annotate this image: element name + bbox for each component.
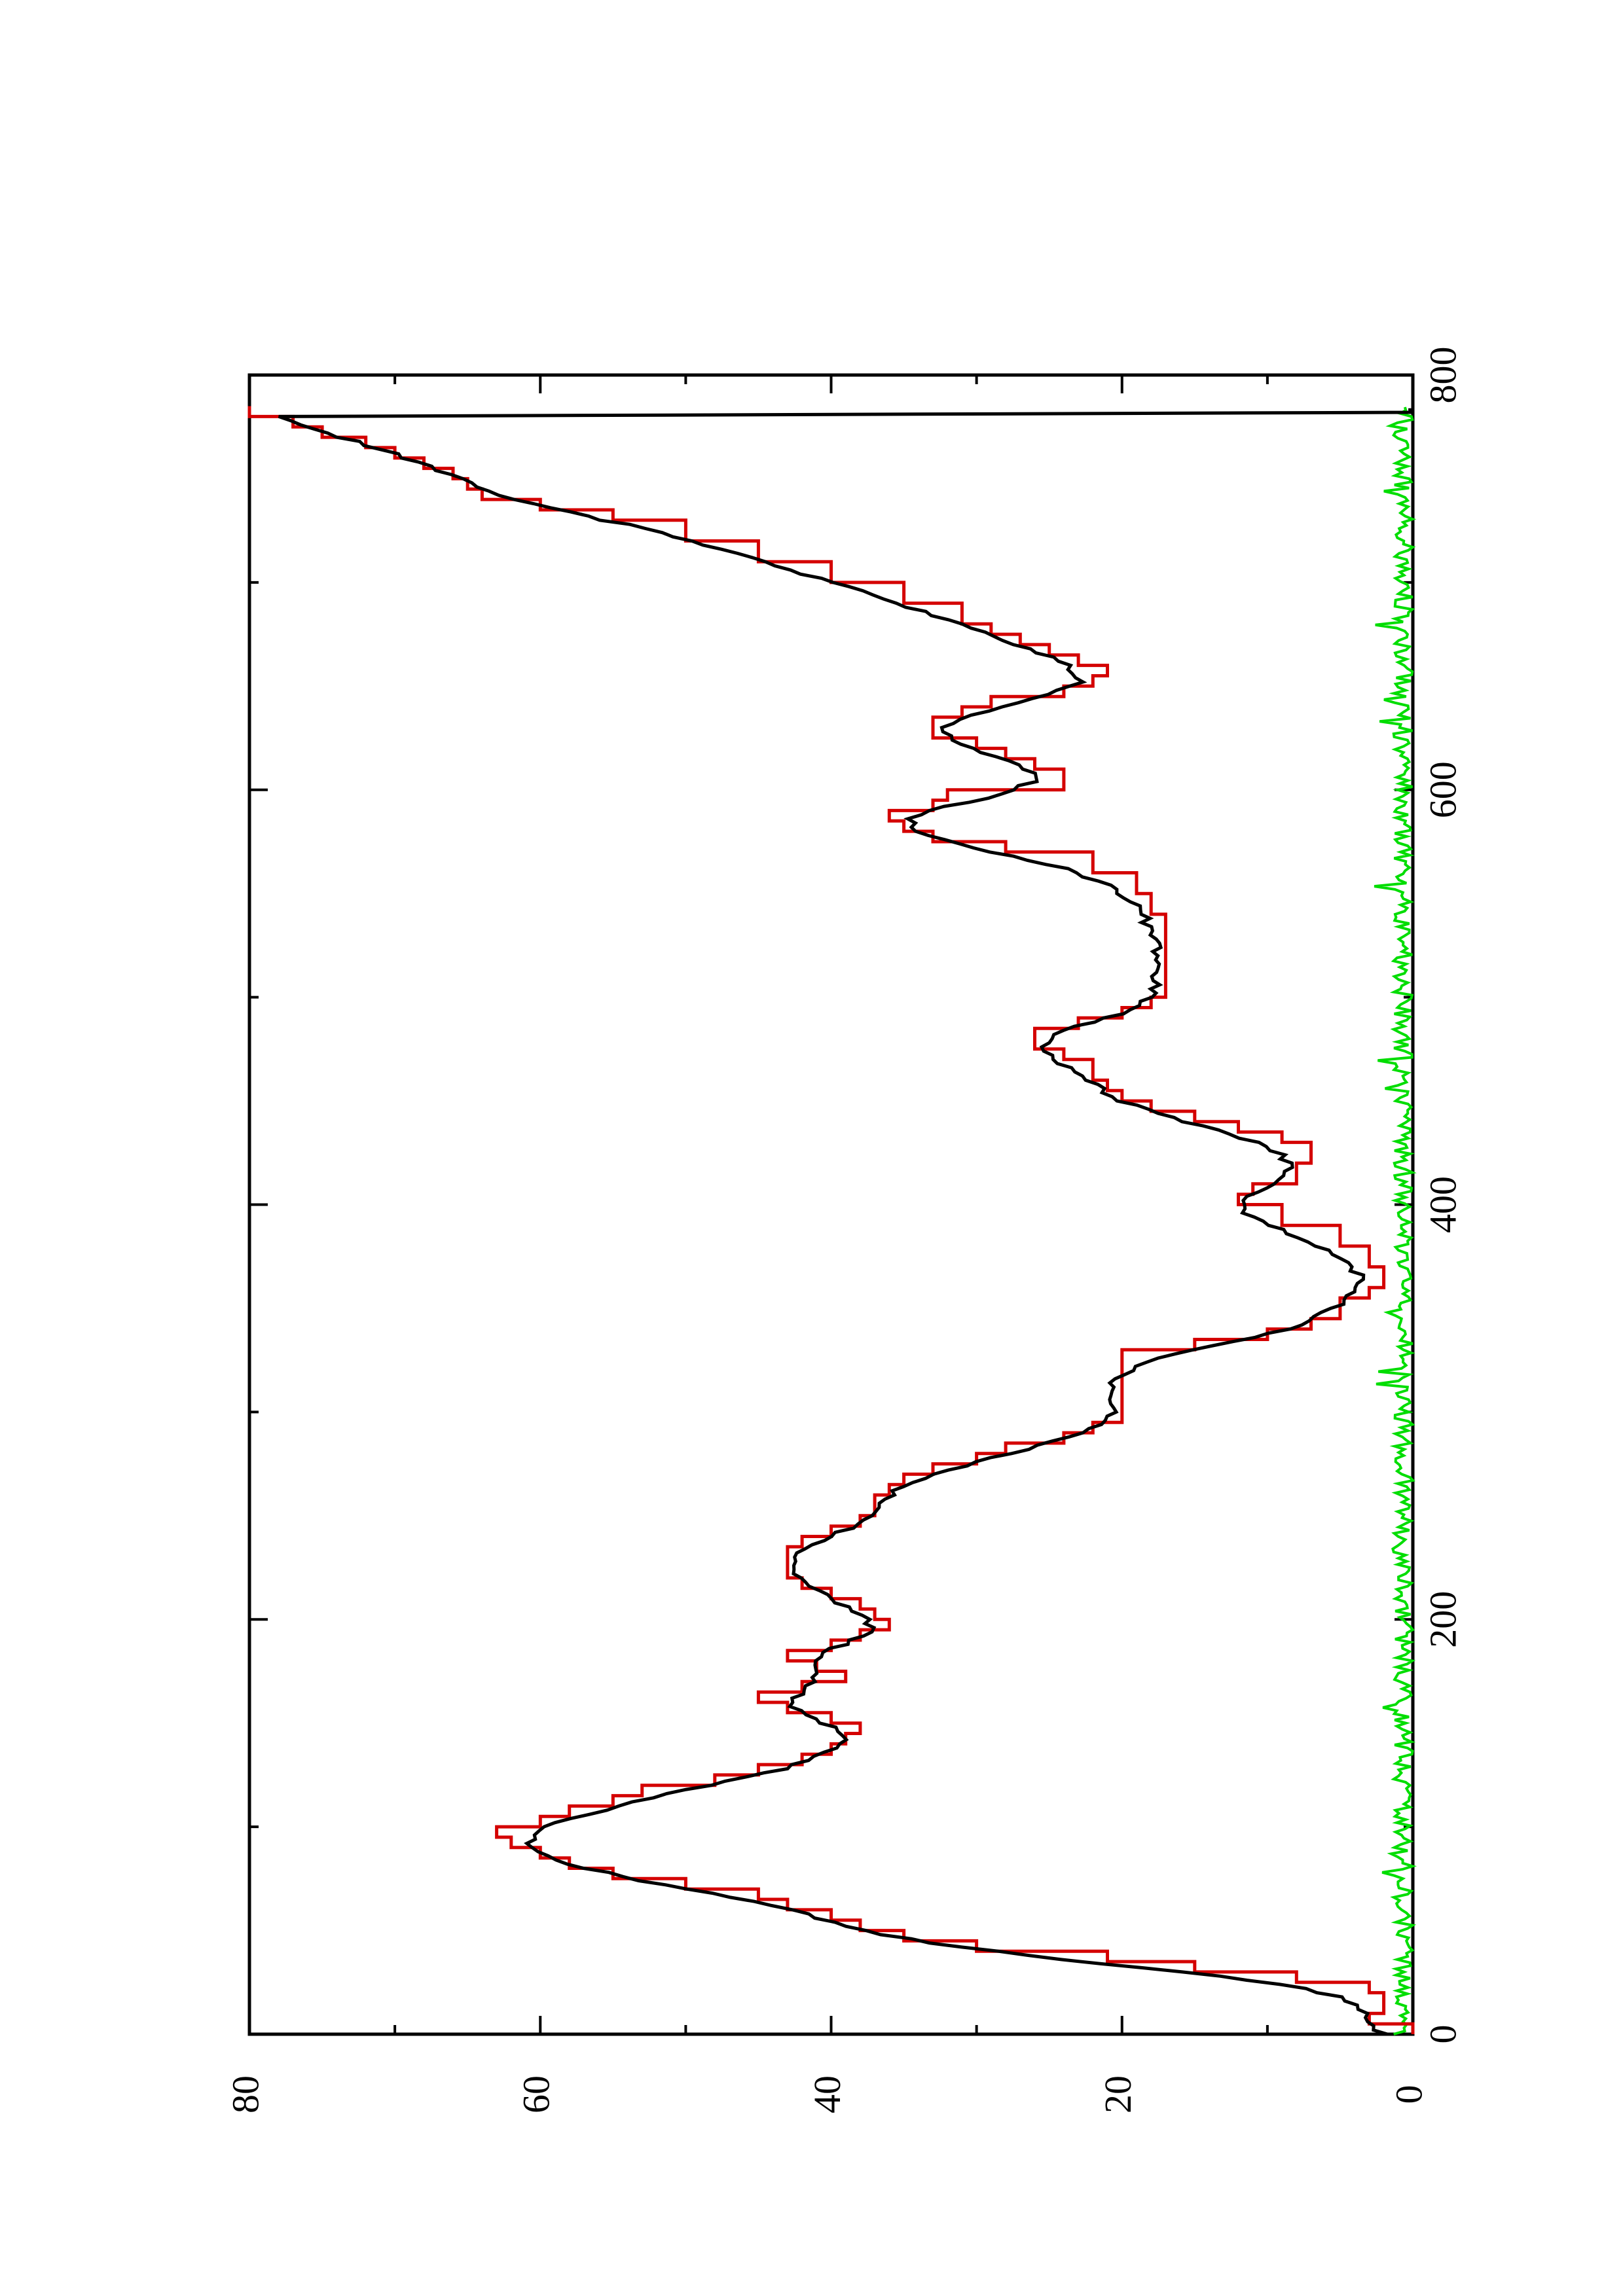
series-black-line — [278, 408, 1412, 2036]
series-green-line — [1374, 406, 1417, 2036]
x-tick-label: 200 — [1421, 1591, 1464, 1648]
y-tick-label: 60 — [515, 2075, 558, 2113]
x-tick-label: 600 — [1421, 761, 1464, 818]
x-tick-label: 400 — [1421, 1176, 1464, 1233]
y-tick-label: 80 — [224, 2075, 266, 2113]
x-tick-label: 800 — [1421, 347, 1464, 404]
series-red-line — [247, 406, 1415, 2034]
y-tick-label: 20 — [1097, 2075, 1139, 2113]
tick-labels: 0 200 400 600 800 0 20 40 60 80 — [224, 347, 1464, 2114]
y-tick-label: 40 — [806, 2075, 848, 2113]
series-group — [247, 406, 1417, 2036]
y-tick-label: 0 — [1387, 2085, 1430, 2104]
x-tick-label: 0 — [1421, 2025, 1464, 2044]
